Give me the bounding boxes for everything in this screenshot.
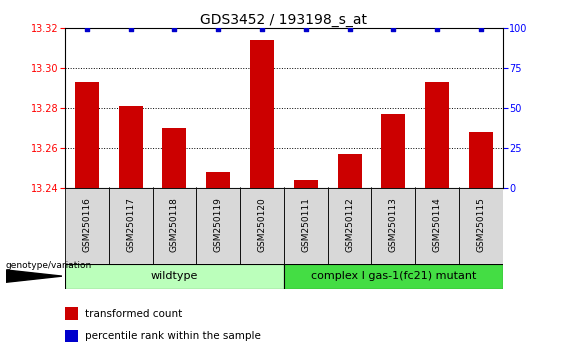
Point xyxy=(345,27,354,32)
Bar xyxy=(284,264,503,289)
Bar xyxy=(206,172,231,188)
Bar xyxy=(153,188,197,264)
Point xyxy=(476,27,485,32)
Bar xyxy=(372,188,415,264)
Point xyxy=(82,27,92,32)
Point xyxy=(258,27,267,32)
Bar xyxy=(469,132,493,188)
Text: percentile rank within the sample: percentile rank within the sample xyxy=(85,331,260,341)
Title: GDS3452 / 193198_s_at: GDS3452 / 193198_s_at xyxy=(201,13,367,27)
Text: GSM250113: GSM250113 xyxy=(389,197,398,252)
Bar xyxy=(65,264,284,289)
Text: GSM250120: GSM250120 xyxy=(258,197,267,252)
Point xyxy=(214,27,223,32)
Text: GSM250119: GSM250119 xyxy=(214,197,223,252)
Bar xyxy=(425,82,449,188)
Bar xyxy=(415,188,459,264)
Bar xyxy=(65,188,109,264)
Point xyxy=(301,27,310,32)
Text: GSM250116: GSM250116 xyxy=(82,197,92,252)
Bar xyxy=(294,179,318,188)
Text: wildtype: wildtype xyxy=(151,271,198,281)
Bar xyxy=(240,188,284,264)
Bar xyxy=(328,188,372,264)
Bar xyxy=(284,188,328,264)
Point xyxy=(170,27,179,32)
Text: GSM250118: GSM250118 xyxy=(170,197,179,252)
Text: GSM250115: GSM250115 xyxy=(476,197,485,252)
Bar xyxy=(162,128,186,188)
Text: GSM250112: GSM250112 xyxy=(345,197,354,252)
Point xyxy=(433,27,442,32)
Text: GSM250111: GSM250111 xyxy=(301,197,310,252)
Text: transformed count: transformed count xyxy=(85,309,182,319)
Polygon shape xyxy=(6,270,62,282)
Text: GSM250114: GSM250114 xyxy=(433,197,442,252)
Bar xyxy=(108,188,153,264)
Text: genotype/variation: genotype/variation xyxy=(6,261,92,270)
Bar xyxy=(381,114,406,188)
Bar xyxy=(75,82,99,188)
Bar xyxy=(337,154,362,188)
Point xyxy=(126,27,135,32)
Bar xyxy=(65,307,78,320)
Bar xyxy=(459,188,503,264)
Point xyxy=(389,27,398,32)
Bar xyxy=(119,106,143,188)
Bar xyxy=(65,330,78,342)
Bar xyxy=(197,188,240,264)
Text: complex I gas-1(fc21) mutant: complex I gas-1(fc21) mutant xyxy=(311,271,476,281)
Bar xyxy=(250,40,274,188)
Text: GSM250117: GSM250117 xyxy=(126,197,135,252)
